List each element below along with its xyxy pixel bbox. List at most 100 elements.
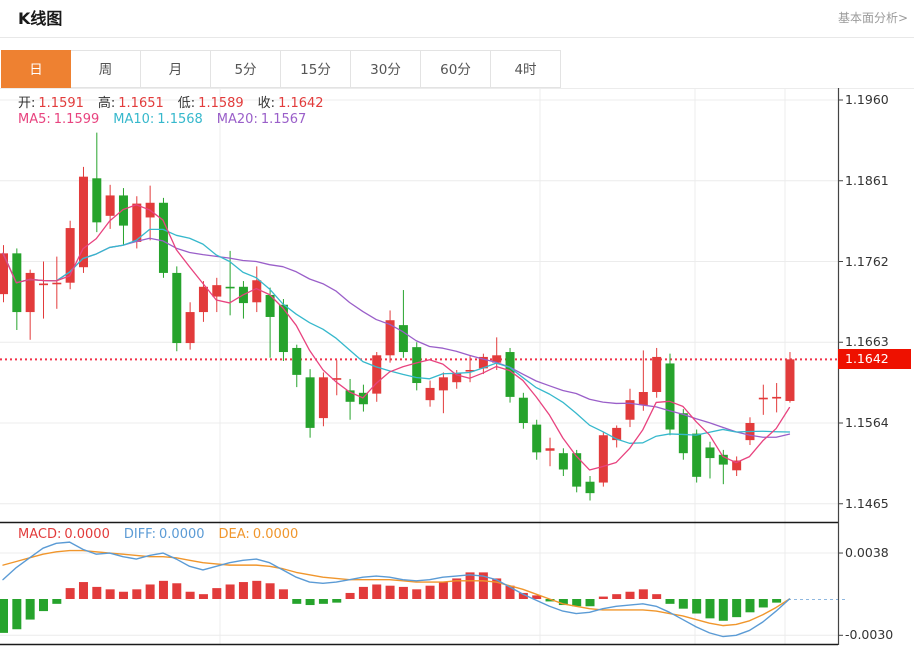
dea-line — [2, 549, 791, 627]
legend-label: 低: — [177, 96, 196, 111]
macd-bar-up — [158, 580, 168, 599]
candle-up — [772, 396, 782, 399]
macd-bar-down — [0, 599, 8, 633]
legend-value: 1.1642 — [278, 96, 324, 111]
macd-bar-down — [332, 599, 342, 603]
candle-up — [78, 176, 88, 268]
candle-down — [678, 413, 688, 454]
current-price-badge: 1.1642 — [838, 349, 911, 370]
candle-up — [105, 195, 115, 216]
macd-bar-up — [65, 588, 75, 599]
tab-月[interactable]: 月 — [141, 50, 211, 88]
candle-down — [398, 325, 408, 353]
candle-down — [158, 202, 168, 273]
legend-label: 开: — [18, 96, 36, 111]
legend-value: 0.0000 — [252, 527, 299, 542]
tab-5分[interactable]: 5分 — [211, 50, 281, 88]
price-axis-label: 1.1465 — [845, 495, 889, 511]
candle-up — [332, 378, 342, 380]
macd-bar-up — [132, 589, 142, 599]
macd-bar-up — [478, 572, 488, 599]
candle-up — [758, 397, 768, 400]
candle-up — [465, 369, 475, 372]
macd-bar-down — [52, 599, 62, 604]
legend-value: 1.1567 — [260, 112, 307, 127]
tab-60分[interactable]: 60分 — [421, 50, 491, 88]
candle-down — [518, 397, 528, 423]
macd-bar-up — [172, 583, 182, 599]
macd-bar-up — [372, 584, 382, 599]
candle-down — [92, 178, 102, 223]
legend-label: 高: — [97, 96, 116, 111]
candle-up — [452, 373, 462, 383]
candle-up — [638, 392, 648, 406]
macd-legend: MACD: 0.0000 DIFF: 0.0000 DEA: 0.0000 — [18, 527, 312, 542]
tab-日[interactable]: 日 — [1, 50, 71, 88]
candle-up — [212, 285, 222, 297]
candle-up — [318, 377, 328, 419]
legend-label: DIFF: — [123, 527, 157, 542]
legend-label: MA5: — [18, 112, 51, 127]
macd-bar-down — [12, 599, 22, 630]
macd-bar-up — [252, 580, 262, 599]
candle-up — [478, 356, 488, 369]
candle-down — [585, 481, 595, 494]
macd-bar-up — [385, 585, 395, 599]
macd-bar-down — [305, 599, 315, 606]
legend-value: 1.1589 — [198, 96, 244, 111]
candle-up — [198, 286, 208, 313]
legend-value: 0.0000 — [64, 527, 110, 542]
candle-up — [25, 272, 35, 313]
price-axis-label: 1.1762 — [845, 253, 889, 269]
candle-down — [532, 424, 542, 453]
macd-bar-up — [518, 592, 528, 599]
legend-label: MA20: — [216, 112, 258, 127]
ma-legend: MA5: 1.1599 MA10: 1.1568 MA20: 1.1567 — [18, 112, 320, 127]
fundamental-analysis-link[interactable]: 基本面分析> — [837, 11, 908, 25]
tab-15分[interactable]: 15分 — [281, 50, 351, 88]
macd-bar-down — [572, 599, 582, 607]
macd-bar-down — [545, 599, 555, 602]
macd-bar-up — [452, 578, 462, 599]
tab-周[interactable]: 周 — [71, 50, 141, 88]
legend-label: MACD: — [18, 527, 62, 542]
price-axis-label: 1.1663 — [845, 334, 889, 350]
candle-up — [545, 448, 555, 451]
price-axis-label: 1.1861 — [845, 172, 889, 188]
legend-value: 1.1599 — [53, 112, 100, 127]
candle-down — [718, 454, 728, 465]
tab-4时[interactable]: 4时 — [491, 50, 561, 88]
candle-up — [185, 312, 195, 344]
candle-down — [558, 453, 568, 470]
candle-down — [692, 433, 702, 477]
tab-30分[interactable]: 30分 — [351, 50, 421, 88]
candle-down — [305, 377, 315, 428]
macd-bar-up — [185, 591, 195, 599]
macd-bar-down — [745, 599, 755, 613]
macd-bar-up — [358, 586, 368, 599]
price-axis-label: 1.1564 — [845, 415, 889, 430]
macd-bar-down — [25, 599, 35, 620]
candle-up — [132, 203, 142, 242]
candle-down — [345, 390, 355, 402]
candle-up — [785, 359, 795, 401]
macd-bar-down — [558, 599, 568, 606]
macd-bar-up — [465, 572, 475, 599]
macd-bar-up — [425, 585, 435, 599]
legend-value: 0.0000 — [159, 527, 205, 542]
current-price-value: 1.1642 — [845, 351, 889, 367]
macd-bar-up — [92, 586, 102, 599]
candle-down — [505, 352, 515, 397]
macd-bar-up — [412, 589, 422, 599]
ohlc-legend: 开: 1.1591 高: 1.1651 低: 1.1589 收: 1.1642 — [18, 92, 338, 111]
macd-bar-up — [492, 578, 502, 599]
macd-axis-label: -0.0030 — [845, 627, 894, 643]
candle-down — [665, 363, 675, 430]
candle-down — [705, 447, 715, 459]
candle-up — [425, 387, 435, 401]
macd-bar-up — [438, 582, 448, 599]
legend-label: 收: — [257, 96, 276, 111]
macd-axis-label: 0.0038 — [845, 545, 889, 561]
legend-label: MA10: — [113, 112, 155, 127]
macd-bar-up — [118, 591, 128, 599]
